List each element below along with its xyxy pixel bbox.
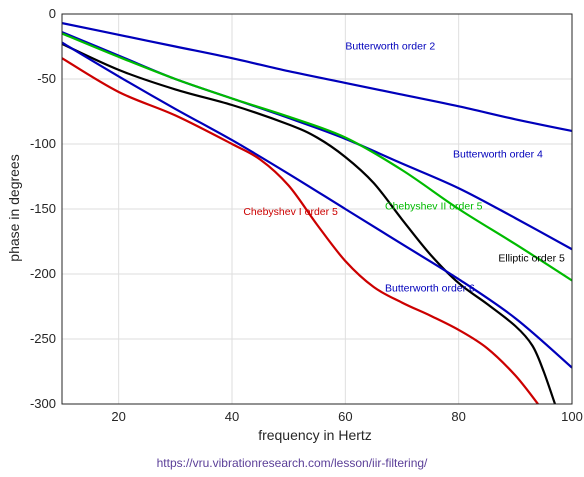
series-line-elliptic-order-5 bbox=[62, 42, 557, 404]
series-line-chebyshev-ii-order-5 bbox=[62, 32, 572, 282]
y-tick-label: -200 bbox=[30, 266, 56, 281]
y-axis-title: phase in degrees bbox=[6, 154, 22, 261]
x-tick-label: 20 bbox=[111, 409, 125, 424]
tick-labels: 20 40 60 80 100 0 -50 -100 -150 -200 -250 -300 bbox=[30, 6, 583, 424]
y-tick-label: -50 bbox=[37, 71, 56, 86]
series-label: Butterworth order 4 bbox=[453, 149, 543, 161]
y-tick-label: 0 bbox=[49, 6, 56, 21]
series-line-butterworth-order-2 bbox=[62, 22, 572, 133]
x-tick-label: 40 bbox=[225, 409, 239, 424]
y-tick-label: -250 bbox=[30, 331, 56, 346]
series-label: Butterworth order 2 bbox=[345, 41, 435, 53]
series-label: Chebyshev I order 5 bbox=[243, 206, 338, 218]
x-tick-label: 60 bbox=[338, 409, 352, 424]
series-line-chebyshev-i-order-5 bbox=[62, 57, 540, 404]
source-url[interactable]: https://vru.vibrationresearch.com/lesson… bbox=[156, 456, 428, 470]
series-label: Elliptic order 5 bbox=[498, 253, 565, 265]
series-line-butterworth-order-6 bbox=[62, 41, 572, 369]
series-label: Butterworth order 6 bbox=[385, 283, 475, 295]
y-tick-label: -100 bbox=[30, 136, 56, 151]
y-tick-label: -300 bbox=[30, 396, 56, 411]
series-lines bbox=[62, 22, 572, 404]
y-tick-label: -150 bbox=[30, 201, 56, 216]
x-tick-label: 100 bbox=[561, 409, 583, 424]
x-tick-label: 80 bbox=[451, 409, 465, 424]
plot-frame bbox=[61, 13, 573, 405]
series-label: Chebyshev II order 5 bbox=[385, 201, 483, 213]
x-axis-title: frequency in Hertz bbox=[258, 427, 372, 443]
series-labels: Butterworth order 2 Butterworth order 4 Ch… bbox=[243, 41, 565, 295]
